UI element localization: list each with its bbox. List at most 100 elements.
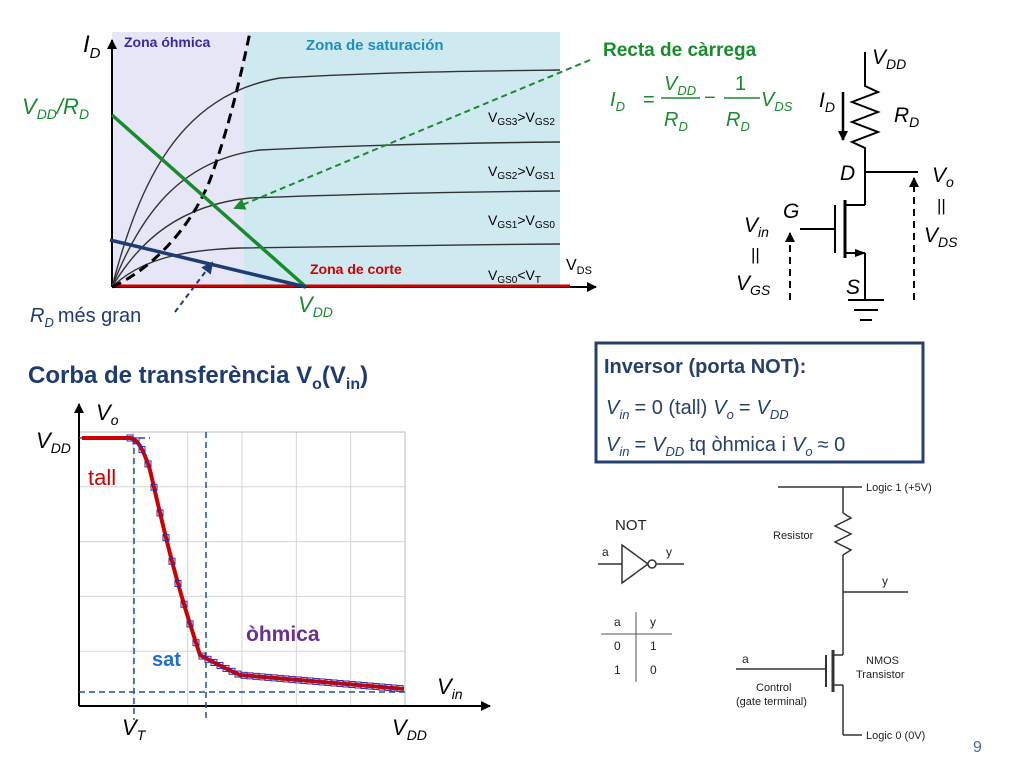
not-output-label: y [666, 545, 672, 559]
transfer-marker [162, 534, 170, 542]
nmos-label-line2: Transistor [856, 669, 905, 681]
transfer-markers [126, 434, 404, 693]
eq-den1: RD [664, 109, 688, 134]
control-label-line2: (gate terminal) [736, 696, 807, 708]
output-curves [111, 69, 561, 288]
eq-equals: = [643, 89, 655, 111]
transfer-marker [156, 509, 164, 517]
vo-label: Vo [932, 164, 954, 190]
tt-row1-y: 0 [650, 663, 657, 677]
vin-label: Vin [744, 214, 769, 240]
vo-axis-label: Vo [96, 400, 119, 428]
resistor-label: Resistor [773, 530, 814, 542]
transfer-title: Corba de transferència Vo(Vin) [28, 362, 368, 393]
transfer-curve [82, 436, 405, 691]
source-label: S [846, 276, 860, 299]
logic0-label: Logic 0 (0V) [866, 730, 925, 742]
logic-input-label: a [742, 652, 749, 666]
logic1-label: Logic 1 (+5V) [866, 482, 932, 494]
logic-resistor [833, 512, 853, 556]
ohmica-label: òhmica [246, 623, 320, 646]
transfer-marker [132, 437, 140, 445]
id-axis-label: ID [83, 31, 101, 62]
eq-den2: RD [726, 109, 750, 134]
transfer-marker [180, 600, 188, 608]
gate-label: G [783, 200, 799, 223]
ohmic-boundary [111, 31, 252, 289]
not-input-label: a [602, 545, 609, 559]
curve-vgs0 [111, 243, 561, 288]
eq-lhs: ID [610, 89, 625, 114]
nmos-inverter-circuit: VDD ID RD D G S Vo || VDS Vin || VGS [736, 46, 958, 321]
eq-minus: − [704, 87, 716, 109]
vin-parallel: || [751, 245, 760, 264]
transfer-grid [79, 432, 405, 706]
inverter-line-2: Vin = VDD tq òhmica i Vo ≈ 0 [606, 434, 845, 459]
load-line [110, 113, 308, 289]
vds-axis-label: VDS [566, 257, 592, 277]
vin-axis-label: Vin [437, 674, 463, 702]
curve-label-1: VGS2>VGS1 [488, 163, 555, 182]
logic-output-label: y [882, 574, 888, 588]
not-gate-figure: NOT a y a y 0 1 1 0 [598, 517, 684, 682]
tall-label: tall [88, 465, 116, 490]
transfer-marker [192, 639, 200, 647]
tt-row1-a: 1 [614, 663, 621, 677]
curve-vgs1 [111, 190, 561, 288]
nmos-label-line1: NMOS [866, 655, 899, 667]
eq-num1: VDD [664, 73, 696, 98]
saturation-region [244, 32, 560, 287]
nmos-logic-labels: Logic 1 (+5V) Resistor y a NMOS Transist… [736, 482, 932, 742]
transfer-marker [186, 620, 194, 628]
page-number: 9 [973, 739, 982, 756]
vdd-x-label: VDD [298, 292, 333, 320]
ohmic-region-label: Zona óhmica [124, 34, 211, 50]
saturation-region-label: Zona de saturación [306, 37, 444, 54]
curve-label-2: VGS1>VGS0 [488, 212, 555, 231]
curve-labels: VGS3>VGS2 VGS2>VGS1 VGS1>VGS0 VGS0<VT [488, 109, 555, 286]
transfer-marker [138, 446, 146, 454]
transfer-marker [396, 685, 404, 693]
not-title: NOT [615, 517, 647, 534]
tt-row0-y: 1 [650, 639, 657, 653]
transfer-marker [150, 483, 158, 491]
tt-row0-a: 0 [614, 639, 621, 653]
circuit-rd-label: RD [894, 104, 919, 130]
cutoff-region-label: Zona de corte [310, 261, 402, 277]
load-line-equation: ID = VDD RD − 1 RD VDS [610, 73, 793, 134]
vds-label: VDS [924, 224, 958, 250]
load-line-title: Recta de càrrega [603, 40, 757, 61]
vdd-over-rd-label: VDD/RD [22, 94, 89, 122]
vgs-label: VGS [736, 272, 771, 298]
load-line-pointer [233, 59, 591, 210]
curve-label-0: VGS3>VGS2 [488, 109, 555, 128]
tt-header-a: a [614, 615, 621, 629]
vdd-y-label: VDD [36, 428, 71, 456]
transfer-marker [168, 557, 176, 565]
drain-label: D [840, 162, 855, 185]
not-gate-symbol [621, 543, 650, 585]
output-characteristics: Zona óhmica Zona de saturación Zona de c… [22, 31, 793, 330]
eq-tail: VDS [761, 89, 793, 114]
vdd-x-transfer-label: VDD [392, 715, 427, 743]
inverter-title: Inversor (porta NOT): [604, 356, 806, 378]
curve-vgs2 [111, 141, 561, 288]
rd-bigger-label: RD més gran [30, 305, 141, 330]
resistor-rd [849, 78, 881, 172]
transfer-marker [174, 579, 182, 587]
nmos-logic-circuit [736, 486, 908, 736]
inverter-line-1: Vin = 0 (tall) Vo = VDD [606, 397, 789, 422]
sat-label: sat [152, 649, 181, 671]
vo-parallel: || [937, 196, 946, 215]
vt-label: VT [122, 715, 147, 743]
curve-vgs3 [111, 69, 561, 288]
tt-header-y: y [650, 615, 656, 629]
rd-bigger-pointer [174, 261, 214, 313]
circuit-id-label: ID [819, 89, 835, 115]
control-label-line1: Control [756, 682, 791, 694]
transfer-curve-chart: Vo Vin VDD VT VDD tall sat òhmica [36, 400, 491, 743]
eq-num2: 1 [735, 73, 746, 95]
transfer-marker [144, 460, 152, 468]
circuit-vdd-label: VDD [872, 46, 906, 72]
